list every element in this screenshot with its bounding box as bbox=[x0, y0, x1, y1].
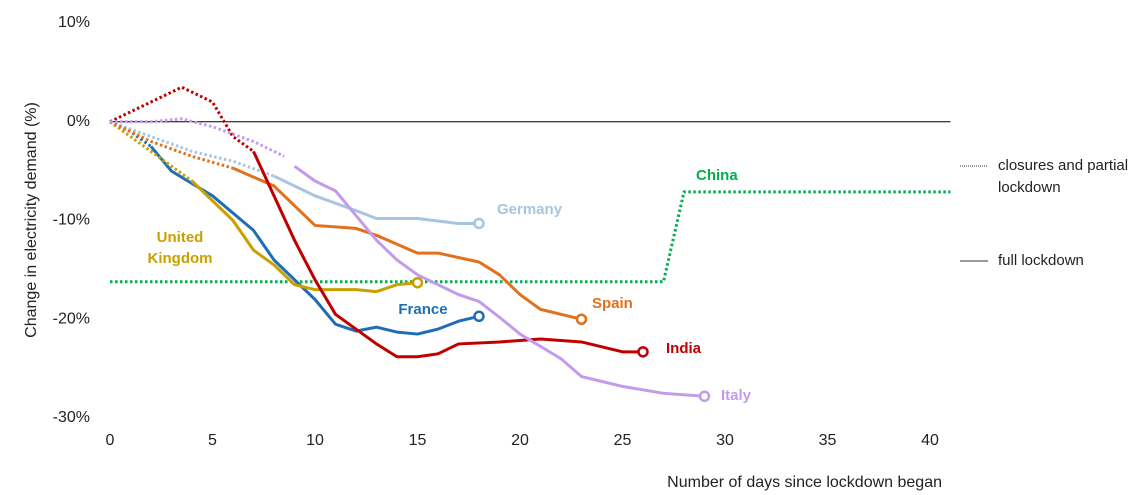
series-label: France bbox=[398, 301, 448, 318]
end-marker bbox=[575, 313, 588, 325]
legend-label: closures and partial lockdown bbox=[998, 157, 1129, 196]
partial-lockdown-line bbox=[110, 117, 285, 158]
series-label: United Kingdom bbox=[147, 229, 213, 267]
x-tick-label: 40 bbox=[921, 432, 939, 449]
x-tick-label: 15 bbox=[409, 432, 427, 449]
x-tick-label: 10 bbox=[306, 432, 324, 449]
x-tick-label: 0 bbox=[106, 432, 115, 449]
partial-lockdown-line bbox=[110, 190, 951, 284]
end-marker bbox=[473, 310, 485, 323]
x-tick-label: 5 bbox=[208, 432, 217, 449]
y-axis-label: Change in electricity demand (%) bbox=[23, 102, 40, 338]
partial-lockdown-line bbox=[109, 120, 275, 178]
y-tick-label: -30% bbox=[53, 409, 90, 426]
full-lockdown-line bbox=[252, 150, 643, 359]
end-marker bbox=[411, 276, 424, 289]
end-marker bbox=[473, 217, 485, 230]
series-label: Germany bbox=[497, 201, 563, 218]
x-tick-label: 30 bbox=[716, 432, 734, 449]
x-tick-label: 20 bbox=[511, 432, 529, 449]
end-marker bbox=[637, 346, 649, 358]
series-label: Spain bbox=[592, 295, 633, 312]
end-marker bbox=[698, 390, 711, 403]
series-label: China bbox=[696, 167, 738, 184]
full-lockdown-line bbox=[190, 179, 418, 294]
full-lockdown-line bbox=[293, 164, 705, 398]
partial-lockdown-line bbox=[109, 120, 234, 170]
x-tick-label: 25 bbox=[614, 432, 632, 449]
series-label: India bbox=[666, 340, 702, 357]
y-tick-label: -10% bbox=[53, 212, 90, 229]
legend-label: full lockdown bbox=[998, 252, 1084, 269]
x-axis-label: Number of days since lockdown began bbox=[667, 474, 942, 491]
partial-lockdown-line bbox=[109, 120, 193, 183]
series-label: Italy bbox=[721, 387, 752, 404]
full-lockdown-line bbox=[149, 145, 480, 336]
y-tick-label: 0% bbox=[67, 113, 90, 130]
partial-lockdown-line bbox=[109, 85, 255, 153]
y-tick-label: -20% bbox=[53, 310, 90, 327]
full-lockdown-line bbox=[273, 174, 479, 225]
y-tick-label: 10% bbox=[58, 14, 90, 31]
x-tick-label: 35 bbox=[819, 432, 837, 449]
full-lockdown-line bbox=[232, 166, 582, 321]
